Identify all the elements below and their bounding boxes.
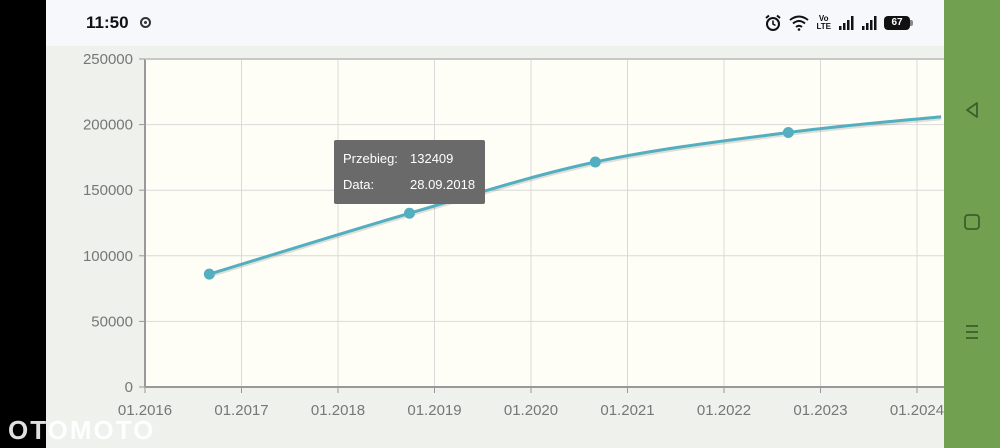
data-point <box>203 268 215 280</box>
x-tick-label: 01.2023 <box>793 402 847 419</box>
left-edge <box>0 0 46 448</box>
chart-svg: 01.2016 01.2017 01.2018 01.2019 01.2020 01.20… <box>83 51 944 419</box>
status-time: 11:50 <box>86 13 129 32</box>
data-point <box>782 126 794 138</box>
notification-icon <box>140 17 151 28</box>
x-tick-label: 01.2017 <box>214 402 268 419</box>
y-tick-label: 50000 <box>91 313 133 330</box>
alarm-icon <box>765 14 782 31</box>
y-tick-label: 100000 <box>83 248 133 265</box>
x-tick-label: 01.2022 <box>697 402 751 419</box>
home-icon <box>964 214 980 230</box>
recents-button[interactable] <box>962 322 982 342</box>
lte-label: LTE <box>816 22 831 31</box>
data-point <box>589 156 601 168</box>
x-tick-label: 01.2019 <box>407 402 461 419</box>
android-nav-bar <box>944 0 1000 448</box>
back-icon <box>966 102 978 118</box>
volte-label: Vo <box>818 14 829 23</box>
data-tooltip: Przebieg: 132409 Data: 28.09.2018 <box>334 140 485 204</box>
y-tick-label: 150000 <box>83 182 133 199</box>
signal-icon-2 <box>862 16 877 30</box>
y-tick-label: 0 <box>125 379 133 396</box>
wifi-icon <box>789 15 810 31</box>
x-tick-label: 01.2024 <box>890 402 944 419</box>
volte-indicator: Vo LTE <box>816 15 831 31</box>
signal-icon-1 <box>839 16 854 30</box>
plot-background <box>145 59 944 387</box>
y-tick-label: 200000 <box>83 117 133 134</box>
app-screen: 11:50 Vo LTE <box>46 0 944 448</box>
tooltip-date-value: 28.09.2018 <box>410 177 476 192</box>
mileage-chart: 01.2016 01.2017 01.2018 01.2019 01.2020 01.20… <box>46 46 944 448</box>
x-tick-label: 01.2018 <box>311 402 365 419</box>
tooltip-mileage-label: Przebieg: <box>343 151 398 166</box>
x-tick-label: 01.2016 <box>118 402 172 419</box>
battery-icon: 67 <box>884 16 913 30</box>
y-tick-label: 250000 <box>83 51 133 68</box>
status-icons: Vo LTE 67 <box>764 13 913 33</box>
otomoto-watermark: OTOMOTO <box>8 415 156 445</box>
tooltip-date-label: Data: <box>343 177 375 192</box>
x-tick-label: 01.2021 <box>600 402 654 419</box>
x-tick-label: 01.2020 <box>504 402 558 419</box>
tooltip-mileage-value: 132409 <box>410 151 454 166</box>
data-point <box>403 207 415 219</box>
status-bar: 11:50 Vo LTE <box>46 0 944 46</box>
menu-icon <box>966 325 978 339</box>
home-button[interactable] <box>962 212 982 232</box>
back-button[interactable] <box>962 100 982 120</box>
